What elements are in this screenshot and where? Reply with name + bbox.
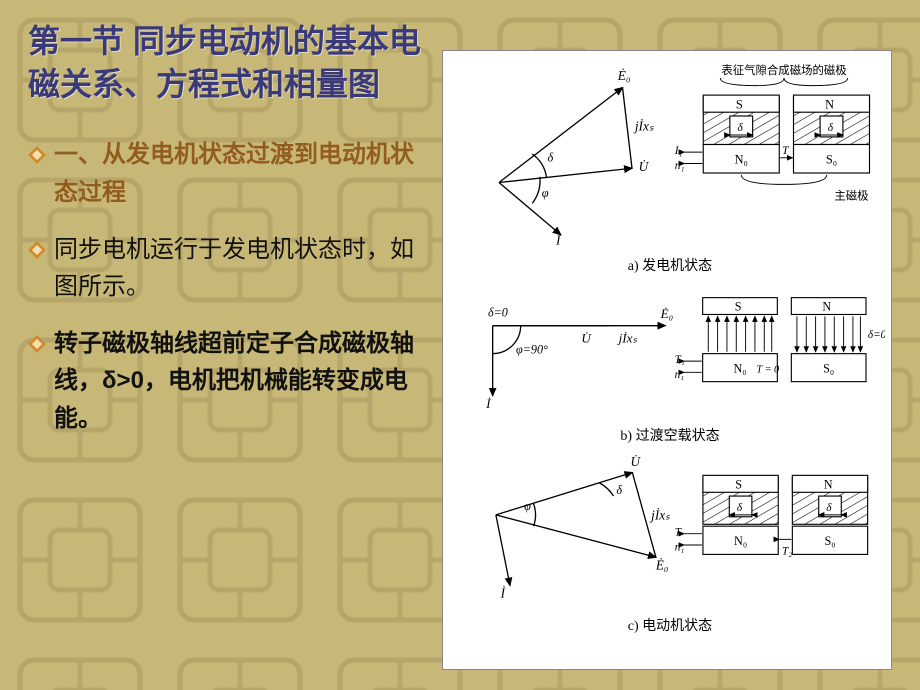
label-T: T: [782, 145, 790, 157]
label-E0b: Ė₀: [660, 306, 674, 321]
label-I: İ: [555, 232, 561, 247]
label-Ib: İ: [485, 396, 491, 411]
label-N0c: N₀: [734, 534, 747, 548]
label-jIxsc: jİxₛ: [649, 508, 670, 523]
label-Uc: U̇: [630, 454, 641, 469]
label-jIxs: jİxₛ: [633, 118, 655, 133]
label-Ic: İ: [500, 586, 506, 601]
slide: 第一节 同步电动机的基本电磁关系、方程式和相量图 一、从发电机状态过渡到电动机状…: [0, 0, 920, 690]
label-delta-box: δ: [737, 122, 743, 134]
panel-b-svg: δ=0 Ė₀ U̇ jİxₛ φ=90° İ: [455, 279, 885, 419]
label-S0b: S₀: [823, 361, 834, 375]
label-delta-c2: δ: [826, 502, 832, 514]
label-Sb: S: [735, 300, 742, 314]
label-S: S: [736, 97, 743, 111]
bullet-3-text: 转子磁极轴线超前定子合成磁极轴线，δ>0，电机把机械能转变成电能。: [54, 325, 432, 437]
label-delta0b: δ=0: [868, 329, 885, 341]
diamond-mark-icon: [28, 146, 46, 164]
bullet-2: 同步电机运行于发电机状态时，如图所示。: [28, 231, 432, 305]
label-top: 表征气隙合成磁场的磁极: [721, 63, 847, 77]
panel-a-svg: Ė₀ U̇ jİxₛ İ δ φ 表征气隙合成磁场的磁极 S N: [455, 59, 885, 249]
label-T1b: T₁: [675, 354, 685, 366]
label-n1b: n₁: [675, 369, 685, 381]
figure-panel: Ė₀ U̇ jİxₛ İ δ φ 表征气隙合成磁场的磁极 S N: [442, 50, 892, 670]
label-N: N: [825, 97, 834, 111]
label-Tc: T: [675, 527, 682, 539]
bullet-2-text: 同步电机运行于发电机状态时，如图所示。: [54, 231, 432, 305]
label-n1c: n₁: [675, 542, 685, 554]
label-phi90: φ=90°: [516, 343, 548, 357]
label-S0: S₀: [826, 153, 837, 167]
label-jIxsb: jİxₛ: [617, 330, 638, 345]
label-T0: T = 0: [757, 364, 780, 375]
bullet-list: 一、从发电机状态过渡到电动机状态过程 同步电机运行于发电机状态时，如图所示。 转…: [28, 136, 432, 436]
bullet-1-text: 一、从发电机状态过渡到电动机状态过程: [54, 136, 432, 210]
panel-c-svg: U̇ Ė₀ jİxₛ İ φ δ S N δ δ N₀: [455, 449, 885, 609]
label-phic: φ: [524, 499, 531, 513]
diamond-mark-icon: [28, 335, 46, 353]
label-delta0: δ=0: [488, 305, 508, 319]
label-E0c: Ė₀: [655, 557, 669, 572]
label-delta: δ: [547, 151, 553, 165]
label-I1: I₁: [674, 145, 683, 157]
label-U: U̇: [639, 159, 650, 174]
label-Sc: S: [735, 478, 742, 492]
label-N0: N₀: [735, 153, 748, 167]
label-mainpole: 主磁极: [834, 189, 869, 203]
label-n1: n₁: [675, 160, 685, 172]
label-Nc: N: [824, 478, 833, 492]
bullet-1: 一、从发电机状态过渡到电动机状态过程: [28, 136, 432, 210]
label-N0b: N₀: [734, 361, 747, 375]
label-T2: T₂: [782, 545, 792, 557]
label-phi: φ: [542, 186, 549, 200]
slide-title: 第一节 同步电动机的基本电磁关系、方程式和相量图: [28, 20, 432, 106]
label-delta-box2: δ: [828, 122, 834, 134]
label-S0c: S₀: [824, 534, 835, 548]
label-Ub: U̇: [581, 330, 592, 345]
label-deltac: δ: [616, 483, 622, 497]
caption-b: b) 过渡空载状态: [455, 425, 885, 445]
bullet-3: 转子磁极轴线超前定子合成磁极轴线，δ>0，电机把机械能转变成电能。: [28, 325, 432, 437]
caption-a: a) 发电机状态: [455, 255, 885, 275]
label-delta-c1: δ: [737, 502, 743, 514]
label-Nb: N: [822, 300, 831, 314]
label-E0: Ė₀: [617, 68, 631, 83]
left-column: 第一节 同步电动机的基本电磁关系、方程式和相量图 一、从发电机状态过渡到电动机状…: [28, 20, 432, 670]
caption-c: c) 电动机状态: [455, 615, 885, 635]
diamond-mark-icon: [28, 241, 46, 259]
